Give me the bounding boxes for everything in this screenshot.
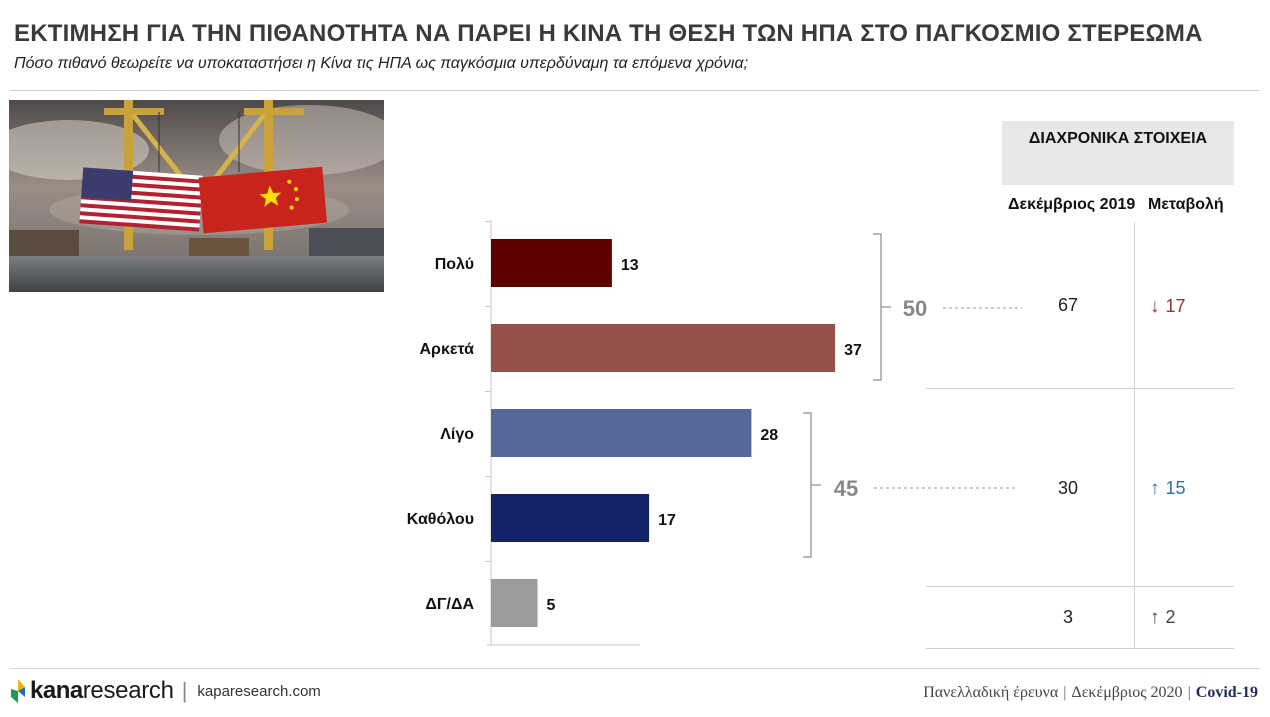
dec2019-value-group-1: 67 [1057, 295, 1079, 315]
category-label: ΔΓ/ΔΑ [425, 596, 474, 613]
bar [491, 409, 752, 457]
survey-date: Δεκέμβριος 2020 [1071, 684, 1183, 701]
table-row-divider [926, 388, 1234, 389]
change-value: 2 [1165, 607, 1176, 627]
category-label: Λίγο [440, 426, 474, 443]
title-divider [10, 90, 1260, 91]
change-cell-dont-know: ↑ 2 [1150, 607, 1230, 629]
data-label: 17 [658, 512, 676, 529]
group-total-label: 45 [834, 476, 858, 501]
table-column-divider [1134, 222, 1135, 648]
change-cell-group-2: ↑ 15 [1150, 478, 1230, 500]
category-label: Πολύ [435, 256, 474, 273]
footer-survey-info: Πανελλαδική έρευνα | Δεκέμβριος 2020 | Covid… [923, 684, 1258, 701]
data-label: 5 [547, 597, 556, 614]
logo-research-text: research [82, 677, 174, 704]
data-label: 13 [621, 257, 639, 274]
table-row-divider [926, 586, 1234, 587]
footer-divider [10, 668, 1260, 669]
survey-tag: Covid-19 [1195, 684, 1258, 701]
survey-type: Πανελλαδική έρευνα [923, 684, 1059, 701]
company-logo: kana research | kaparesearch.com [10, 676, 321, 706]
historical-data-title: ΔΙΑΧΡΟΝΙΚΑ ΣΤΟΙΧΕΙΑ [1028, 130, 1208, 147]
column-header-change: Μεταβολή [1148, 196, 1224, 213]
page-subtitle: Πόσο πιθανό θεωρείτε να υποκαταστήσει η … [14, 55, 749, 72]
column-header-december-2019: Δεκέμβριος 2019 [1008, 196, 1136, 213]
bar [491, 579, 538, 627]
logo-kana-text: kana [30, 677, 83, 704]
bar [491, 324, 836, 372]
category-label: Καθόλου [407, 511, 474, 528]
category-label: Αρκετά [420, 341, 475, 358]
website-link[interactable]: kaparesearch.com [197, 682, 321, 700]
table-row-divider [926, 648, 1234, 649]
group-bracket [803, 412, 812, 558]
page-title: ΕΚΤΙΜΗΣΗ ΓΙΑ ΤΗΝ ΠΙΘΑΝΟΤΗΤΑ ΝΑ ΠΑΡΕΙ Η Κ… [14, 20, 1203, 47]
data-label: 37 [844, 342, 862, 359]
logo-separator: | [181, 678, 188, 703]
dec2019-value-group-2: 30 [1057, 478, 1079, 498]
arrow-down-icon: ↓ [1150, 296, 1160, 317]
historical-data-header: ΔΙΑΧΡΟΝΙΚΑ ΣΤΟΙΧΕΙΑ [1002, 121, 1234, 185]
group-total-label: 50 [903, 296, 927, 321]
trade-war-containers-image [9, 100, 384, 292]
logo-mark-icon [11, 679, 25, 703]
change-value: 15 [1165, 478, 1186, 498]
group-bracket [873, 233, 882, 381]
bar [491, 239, 612, 287]
bar [491, 494, 650, 542]
data-label: 28 [760, 427, 778, 444]
arrow-up-icon: ↑ [1150, 478, 1160, 499]
dec2019-value-dont-know: 3 [1062, 607, 1073, 627]
arrow-up-icon: ↑ [1150, 607, 1160, 628]
change-cell-group-1: ↓ 17 [1150, 296, 1230, 318]
change-value: 17 [1165, 296, 1186, 316]
